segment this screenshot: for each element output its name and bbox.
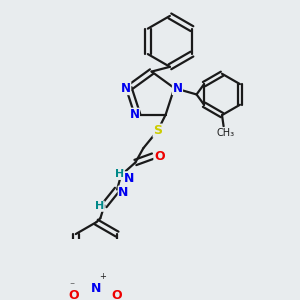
Text: N: N [91,282,102,296]
Text: O: O [69,289,80,300]
Text: N: N [172,82,182,94]
Text: H: H [95,201,104,211]
Text: N: N [124,172,134,185]
Text: O: O [112,289,122,300]
Text: H: H [115,169,124,179]
Text: CH₃: CH₃ [216,128,234,138]
Text: S: S [153,124,162,137]
Text: ⁻: ⁻ [69,282,74,292]
Text: N: N [121,82,131,94]
Text: N: N [118,186,129,199]
Text: O: O [154,150,165,163]
Text: +: + [100,272,106,281]
Text: N: N [129,108,140,121]
